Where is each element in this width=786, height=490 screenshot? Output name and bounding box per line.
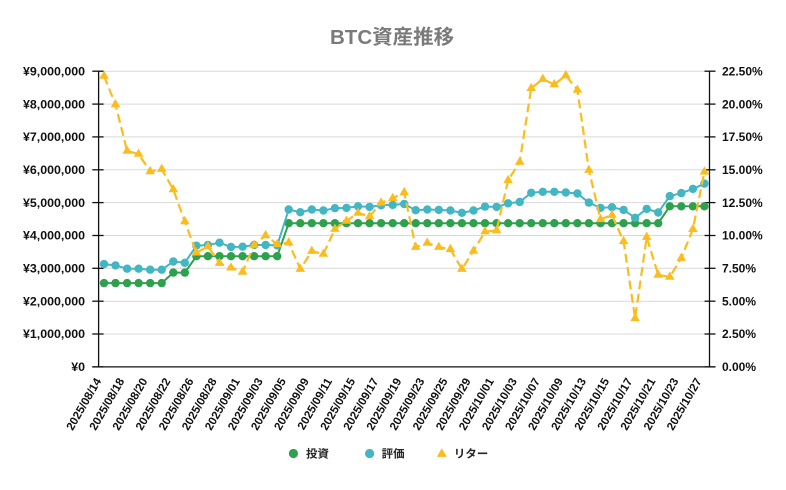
svg-text:15.00%: 15.00%	[722, 163, 763, 177]
svg-text:¥3,000,000: ¥3,000,000	[23, 262, 85, 276]
svg-text:¥2,000,000: ¥2,000,000	[23, 294, 85, 308]
svg-text:¥8,000,000: ¥8,000,000	[23, 97, 85, 111]
svg-text:22.50%: 22.50%	[722, 64, 763, 78]
svg-text:5.00%: 5.00%	[722, 294, 756, 308]
svg-text:¥0: ¥0	[71, 360, 85, 374]
svg-text:0.00%: 0.00%	[722, 360, 756, 374]
svg-text:¥4,000,000: ¥4,000,000	[23, 229, 85, 243]
svg-text:10.00%: 10.00%	[722, 229, 763, 243]
svg-text:12.50%: 12.50%	[722, 196, 763, 210]
svg-text:¥1,000,000: ¥1,000,000	[23, 327, 85, 341]
svg-text:2.50%: 2.50%	[722, 327, 756, 341]
svg-text:BTC: BTC	[330, 26, 372, 49]
svg-text:¥9,000,000: ¥9,000,000	[23, 64, 85, 78]
svg-text:¥5,000,000: ¥5,000,000	[23, 196, 85, 210]
svg-text:7.50%: 7.50%	[722, 262, 756, 276]
svg-text:17.50%: 17.50%	[722, 130, 763, 144]
svg-text:¥7,000,000: ¥7,000,000	[23, 130, 85, 144]
svg-text:¥6,000,000: ¥6,000,000	[23, 163, 85, 177]
svg-text:20.00%: 20.00%	[722, 97, 763, 111]
